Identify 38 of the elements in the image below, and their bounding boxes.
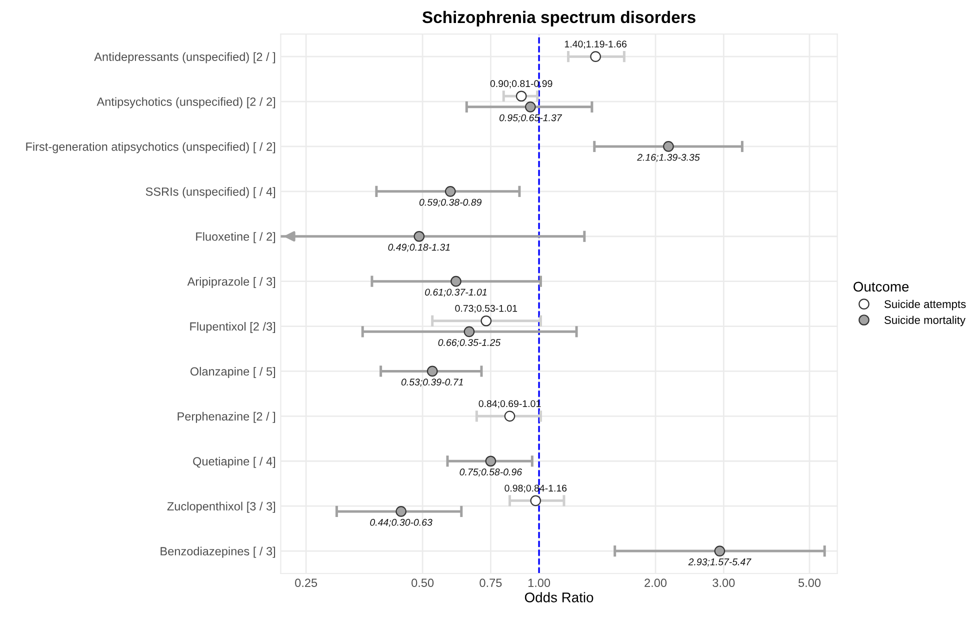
data-label: 0.84;0.69-1.01 bbox=[478, 400, 541, 408]
y-tick-label: Aripiprazole [ / 3] bbox=[187, 277, 276, 288]
data-label: 0.75;0.58-0.96 bbox=[460, 468, 522, 477]
data-label: 0.49;0.18-1.31 bbox=[388, 244, 450, 252]
y-tick-label: Antidepressants (unspecified) [2 / ] bbox=[94, 52, 276, 64]
data-label: 2.16;1.39-3.35 bbox=[637, 154, 700, 162]
data-label: 0.66;0.35-1.25 bbox=[438, 339, 501, 348]
y-tick-label: Perphenazine [2 / ] bbox=[178, 412, 276, 423]
x-axis-title: Odds Ratio bbox=[524, 592, 594, 602]
legend-label: Suicide mortality bbox=[884, 316, 966, 326]
y-tick-label: Fluoxetine [ / 2] bbox=[196, 232, 276, 244]
y-tick-label: Flupentixol [2 /3] bbox=[190, 322, 276, 333]
y-tick-label: SSRIs (unspecified) [ / 4] bbox=[146, 187, 276, 198]
legend-label: Suicide attempts bbox=[884, 300, 966, 310]
data-label: 0.73;0.53-1.01 bbox=[455, 304, 518, 313]
data-label: 0.53;0.39-0.71 bbox=[401, 378, 463, 387]
y-tick-label: First-generation atipsychotics (unspecified) [ / 2] bbox=[26, 142, 276, 154]
x-tick-label: 3.00 bbox=[712, 578, 735, 588]
data-label: 0.61;0.37-1.01 bbox=[425, 288, 487, 297]
data-label: 2.93;1.57-5.47 bbox=[688, 558, 752, 566]
data-label: 0.59;0.38-0.89 bbox=[419, 198, 482, 207]
x-tick-label: 1.00 bbox=[528, 578, 550, 588]
y-tick-label: Olanzapine [ / 5] bbox=[190, 366, 276, 378]
legend-title: Outcome bbox=[854, 282, 909, 292]
x-tick-label: 5.00 bbox=[798, 578, 821, 588]
y-tick-label: Antipsychotics (unspecified) [2 / 2] bbox=[96, 97, 276, 108]
data-label: 1.40;1.19-1.66 bbox=[564, 40, 627, 49]
data-label: 0.95;0.65-1.37 bbox=[499, 114, 562, 122]
chart-title: Schizophrenia spectrum disorders bbox=[422, 10, 696, 26]
y-tick-label: Benzodiazepines [ / 3] bbox=[160, 546, 276, 558]
x-tick-label: 0.50 bbox=[412, 578, 434, 588]
x-tick-label: 0.25 bbox=[295, 578, 318, 588]
y-tick-label: Zuclopenthixol [3 / 3] bbox=[167, 502, 276, 513]
data-label: 0.98;0.84-1.16 bbox=[504, 484, 567, 493]
data-label: 0.44;0.30-0.63 bbox=[370, 518, 432, 527]
y-tick-label: Quetiapine [ / 4] bbox=[193, 456, 276, 468]
x-tick-label: 2.00 bbox=[644, 578, 667, 588]
x-tick-label: 0.75 bbox=[480, 578, 502, 588]
